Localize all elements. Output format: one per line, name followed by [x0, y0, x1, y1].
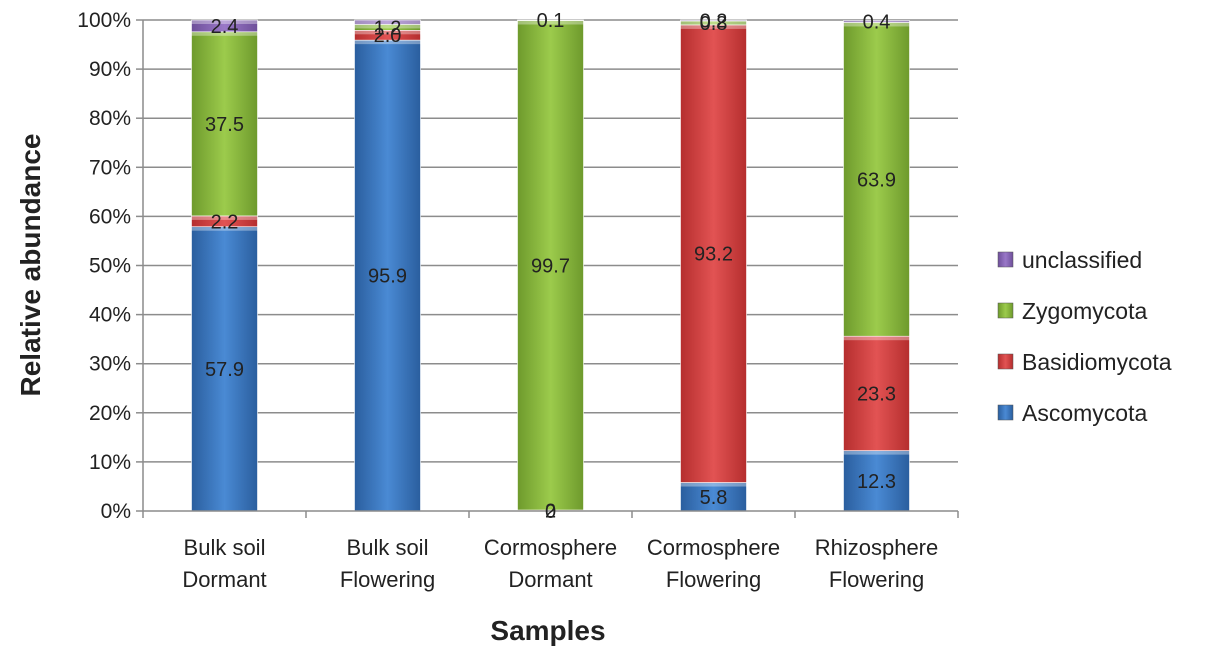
bar-segment-highlight: [191, 20, 258, 24]
bar-segment-highlight: [354, 20, 421, 24]
bar-segment-highlight: [191, 31, 258, 36]
bar-segment-basidiomycota: [843, 335, 910, 451]
x-tick-label: Bulk soil: [347, 535, 429, 560]
data-label: 57.9: [205, 359, 244, 381]
legend-swatch-zygomycota: [997, 302, 1014, 319]
data-label: 95.9: [368, 266, 407, 288]
y-tick-label: 90%: [89, 58, 131, 81]
legend-label: unclassified: [1022, 247, 1142, 273]
legend-swatch-ascomycota: [997, 404, 1014, 421]
bar-segment-basidiomycota: [680, 24, 747, 483]
data-label: 0.2: [700, 10, 728, 32]
data-label: 0.1: [537, 10, 565, 32]
axes: 0% 10% 20% 30% 40% 50% 60% 70% 80% 90% 100% Bulk so…: [77, 9, 959, 592]
bar-segment-highlight: [843, 336, 910, 341]
bar-segment-highlight: [843, 20, 910, 23]
x-tick-label: Bulk soil: [184, 535, 266, 560]
x-axis-title: Samples: [490, 615, 605, 646]
data-label: 12.3: [857, 471, 896, 493]
legend: unclassified Zygomycota Basidiomycota Ascom…: [997, 247, 1172, 426]
bar-segment-highlight: [354, 40, 421, 45]
y-tick-label: 70%: [89, 156, 131, 179]
y-tick-label: 10%: [89, 451, 131, 474]
data-label: 0.8: [700, 13, 728, 35]
bar-segment-unclassified: [354, 19, 421, 25]
bar-segment-highlight: [191, 215, 258, 220]
y-axis-title: Relative abundance: [15, 134, 46, 397]
x-tick-label: Dormant: [508, 567, 592, 592]
legend-label: Zygomycota: [1022, 298, 1147, 324]
bar-segment-highlight: [680, 20, 747, 21]
bar-segment-unclassified: [680, 19, 747, 22]
x-tick-label: Flowering: [666, 567, 761, 592]
x-tick-label: Cormosphere: [484, 535, 617, 560]
x-tick-label: Flowering: [340, 567, 435, 592]
bar-segment-highlight: [680, 482, 747, 487]
bar-segment-highlight: [843, 22, 910, 27]
data-label: 2: [545, 501, 556, 523]
data-label: 37.5: [205, 114, 244, 136]
bar-segment-highlight: [843, 450, 910, 455]
data-label: 2.4: [211, 16, 239, 38]
y-tick-label: 100%: [77, 9, 131, 32]
x-tick-label: Dormant: [182, 567, 266, 592]
bar-segment-highlight: [680, 24, 747, 29]
y-tick-label: 50%: [89, 255, 131, 278]
y-tick-label: 20%: [89, 402, 131, 425]
data-label: 93.2: [694, 244, 733, 266]
data-label: 5.8: [700, 487, 728, 509]
bars: [191, 19, 910, 512]
legend-label: Basidiomycota: [1022, 349, 1172, 375]
bar-segment-highlight: [680, 20, 747, 25]
bar-segment-ascomycota: [354, 39, 421, 512]
x-tick-label: Cormosphere: [647, 535, 780, 560]
bar-segment-highlight: [191, 226, 258, 231]
data-label: 0.4: [863, 11, 891, 33]
legend-label: Ascomycota: [1022, 400, 1147, 426]
data-label: 2.0: [374, 25, 402, 47]
legend-swatch-basidiomycota: [997, 353, 1014, 370]
legend-swatch-unclassified: [997, 251, 1014, 268]
bar-segment-zygomycota: [843, 22, 910, 337]
y-tick-label: 30%: [89, 353, 131, 376]
bar-segment-highlight: [354, 24, 421, 29]
bar-segment-zygomycota: [191, 31, 258, 217]
data-label: 2.2: [211, 211, 239, 233]
bar-segment-zygomycota: [517, 20, 584, 511]
bar-segment-unclassified: [191, 19, 258, 33]
x-tick-label: Rhizosphere: [815, 535, 939, 560]
data-label: 23.3: [857, 383, 896, 405]
data-label: 99.7: [531, 255, 570, 277]
bar-segment-unclassified: [843, 20, 910, 23]
data-label: 63.9: [857, 169, 896, 191]
y-tick-label: 60%: [89, 205, 131, 228]
data-label: 1.2: [374, 17, 402, 39]
y-tick-label: 80%: [89, 107, 131, 130]
data-labels: 57.9 2.2 37.5 2.4 95.9 2.01.2 02 99.7 0.1 5.8 93.2…: [205, 10, 896, 523]
y-tick-label: 0%: [101, 500, 131, 523]
data-label: 0: [545, 501, 556, 523]
bar-segment-highlight: [517, 20, 584, 25]
bar-segment-highlight: [354, 30, 421, 35]
y-tick-label: 40%: [89, 304, 131, 327]
x-tick-label: Flowering: [829, 567, 924, 592]
